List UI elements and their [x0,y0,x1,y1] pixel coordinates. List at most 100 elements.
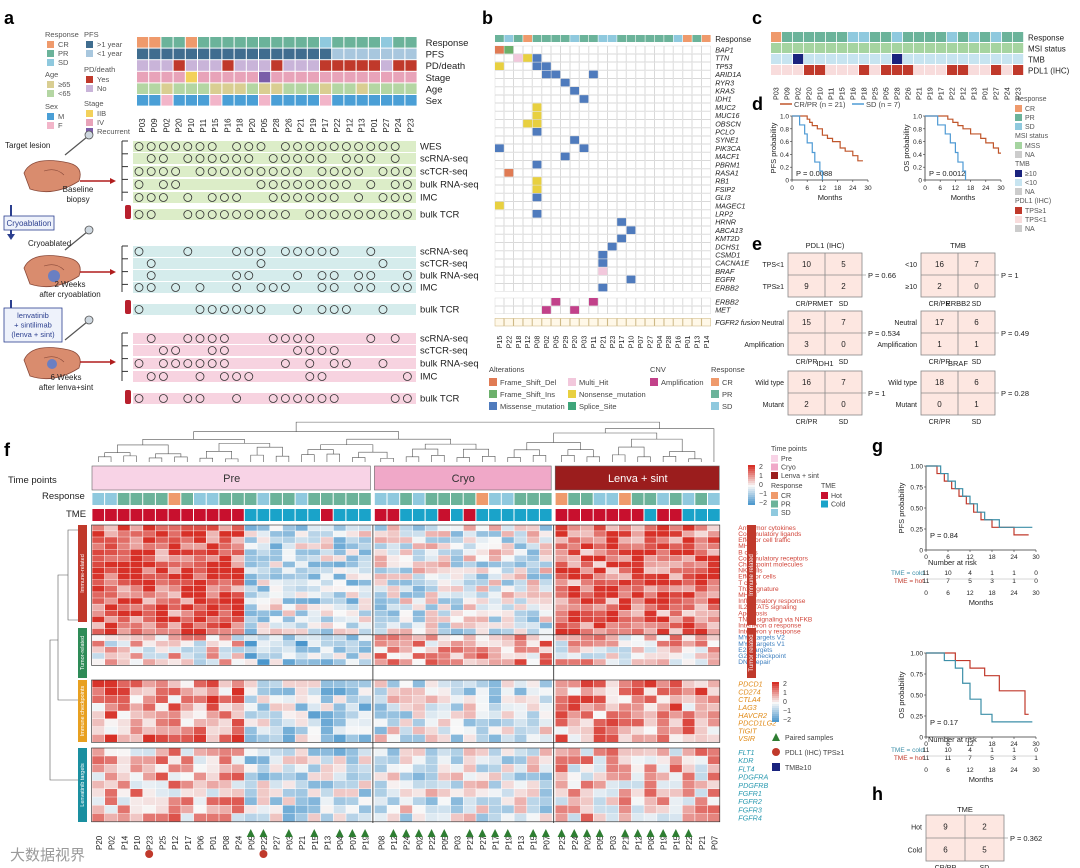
probe-icon [84,130,94,140]
panel-f-heat-cell [657,531,670,537]
panel-b-grid-cell [570,226,580,235]
panel-b-fusion-cell [560,318,570,327]
panel-a-cell [405,83,417,94]
panel-f-heat-cell [295,789,308,797]
panel-e-col-label: CR/PR [929,301,951,308]
panel-f-heat-cell [244,726,257,735]
panel-b-grid-cell [617,267,627,276]
panel-a-sample-circle [390,180,400,189]
panel-f-heat-cell [105,789,118,797]
panel-f-scale [748,485,755,487]
panel-f-heat-cell [206,598,219,604]
liver-illustration [43,264,65,271]
panel-f-heat-cell [450,780,463,789]
panel-b-grid-cell [513,283,523,292]
panel-f-heat-cell [346,525,359,531]
panel-d-legend-swatch [1015,123,1022,130]
panel-d-legend-item: NA [1025,152,1035,159]
panel-f-heat-cell [644,695,657,703]
panel-f-heat-cell [657,805,670,814]
panel-f-tme-cell [333,509,346,521]
panel-f-heat-cell [244,586,257,592]
panel-c-track-label: PDL1 (IHC) [1028,67,1070,76]
panel-a-sample-circle [232,142,242,151]
panel-b-mutation [532,128,542,136]
panel-f-heat-cell [682,604,695,610]
panel-f-heat-cell [244,703,257,711]
panel-f-heat-cell [270,525,283,531]
panel-b-grid-cell [541,54,552,63]
panel-f-heat-cell [168,610,181,617]
panel-b-cnv-amp [589,298,598,306]
panel-f-heat-cell [374,616,387,623]
panel-e-col-label: SD [839,359,849,366]
panel-b-grid-cell [579,226,589,235]
panel-f-heat-cell [282,531,295,537]
panel-f-heat-cell [707,567,720,574]
panel-a-sample-circle [232,167,242,176]
panel-a-timeline-text: + sintilimab [14,321,52,330]
panel-f-heat-cell [308,628,321,635]
panel-f-heat-cell [359,537,372,543]
panel-f-heat-cell [130,555,143,562]
panel-b-grid-cell [579,185,589,194]
panel-a-cell [307,71,319,83]
panel-f-heat-cell [425,756,438,764]
panel-b-cnv-amp [570,306,579,314]
panel-c-cell [815,43,826,53]
panel-f-heat-cell [219,748,232,756]
panel-b-patient: P18 [514,336,523,349]
panel-f-heat-cell [476,549,489,556]
panel-f-heat-cell [657,622,670,629]
panel-b-grid-cell [654,86,664,95]
panel-b-grid-cell [692,168,702,177]
panel-f-heat-cell [320,598,333,604]
panel-b-gene-label: TP53 [715,62,732,71]
panel-f-response-cell [619,493,631,505]
panel-a-cell [283,83,295,94]
panel-f-heat-cell [619,695,632,703]
panel-f-tme-cell [244,509,257,521]
panel-a-sample-circle [329,193,339,202]
panel-g-risk-xtick: 18 [988,590,996,597]
panel-b-gene-label: EGFR [715,275,735,284]
panel-f-response-cell [92,493,105,505]
panel-f-heat-cell [412,561,425,568]
panel-b-grid-cell [645,78,655,87]
panel-f-heat-cell [308,687,321,696]
panel-f-heat-cell [257,592,270,598]
panel-f-heat-cell [359,719,372,727]
panel-f-heat-cell [295,703,308,711]
panel-f-heat-cell [143,628,156,635]
panel-g-risk-value: 11 [923,578,930,585]
panel-f-heat-cell [476,789,489,797]
panel-f-heat-cell [168,628,181,635]
panel-f-heat-cell [308,634,321,641]
panel-f-heat-cell [568,531,581,537]
panel-b-grid-cell [551,176,561,185]
panel-f-heat-cell [257,805,270,814]
panel-f-response-cell [463,493,476,505]
panel-b-fusion-cell [494,318,505,327]
panel-b-fusion-cell [579,318,589,327]
panel-f-heat-cell [168,719,181,727]
panel-f-heat-cell [346,622,359,629]
panel-f-heat-cell [346,711,359,719]
panel-b-grid-cell [551,111,561,120]
panel-f-heat-cell [463,695,476,703]
panel-f-tme-cell [581,509,593,521]
panel-f-heat-cell [320,703,333,711]
panel-f-heat-cell [105,659,118,665]
panel-f-heat-cell [105,719,118,727]
panel-f-heat-cell [438,555,451,562]
panel-b-grid-cell [654,62,664,71]
panel-f-heat-cell [374,549,387,556]
panel-f-heat-cell [425,525,438,531]
panel-f-heat-cell [412,598,425,604]
panel-b-grid-cell [645,127,655,136]
panel-f-scale [772,710,779,712]
panel-f-heat-cell [682,579,695,586]
panel-b-gene-label: SYNE1 [715,136,739,145]
panel-f-heat-cell [695,805,708,814]
blood-tube-icon [125,390,131,404]
